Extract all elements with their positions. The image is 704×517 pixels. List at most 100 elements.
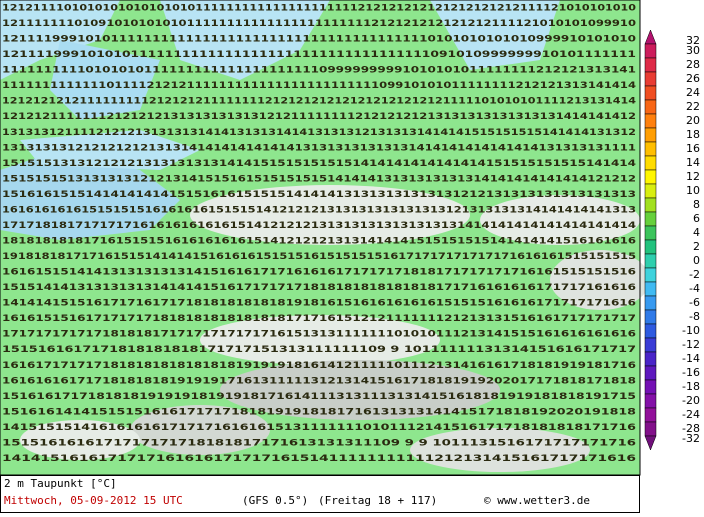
legend-label: 28 xyxy=(686,58,700,71)
legend-swatch xyxy=(644,239,657,255)
legend-swatch xyxy=(644,43,657,59)
value-row: 1516161717181818191919181919181716141113… xyxy=(2,392,637,402)
legend-label: -28 xyxy=(682,422,700,435)
legend-swatch xyxy=(644,183,657,199)
value-row: 1616161616151515151616161615151514121212… xyxy=(2,205,636,215)
legend-swatch xyxy=(644,421,657,437)
value-row: 1212111101010101010101010111111111111111… xyxy=(2,4,636,14)
value-row: 1212121111111212121213131313131312121111… xyxy=(2,112,636,122)
legend-swatch xyxy=(644,71,657,87)
legend-swatch xyxy=(644,225,657,241)
legend-swatch xyxy=(644,435,657,451)
legend-swatch xyxy=(644,155,657,171)
legend-swatch xyxy=(644,267,657,283)
legend-swatch xyxy=(644,393,657,409)
legend-label: -32 xyxy=(682,432,700,445)
legend-label: 10 xyxy=(686,184,700,197)
legend-swatch xyxy=(644,309,657,325)
value-row: 1211119991010111111111111111111111111111… xyxy=(2,35,637,45)
legend-label: -6 xyxy=(689,296,700,309)
model-label: (GFS 0.5°) xyxy=(242,494,308,507)
legend-label: -24 xyxy=(682,408,700,421)
value-row: 1516161414151515161617171718181919181817… xyxy=(2,407,637,417)
value-row: 1414141515161717161717181818181818191816… xyxy=(2,299,637,309)
copyright: © www.wetter3.de xyxy=(484,494,590,507)
legend-swatch xyxy=(644,85,657,101)
legend-swatch xyxy=(644,99,657,115)
legend-swatch xyxy=(644,197,657,213)
value-row: 1515161616171717171718181817171613131311… xyxy=(2,438,637,448)
value-row: 1918181817171615151414141516161615151516… xyxy=(2,252,637,262)
value-row: 1515151313121212131313131314141515151515… xyxy=(2,159,637,169)
legend-swatch xyxy=(644,113,657,129)
legend-swatch xyxy=(644,281,657,297)
value-row: 1515161617171818181818171717151313111111… xyxy=(2,345,636,355)
legend-swatch xyxy=(644,351,657,367)
value-row: 1616171717171818181818181818191919181614… xyxy=(2,361,637,371)
legend-label: 20 xyxy=(686,114,700,127)
legend-label: 4 xyxy=(693,226,700,239)
legend-label: -16 xyxy=(682,366,700,379)
value-row: 1111111111010101011111111111111111111109… xyxy=(2,66,637,76)
legend-label: 30 xyxy=(686,44,700,57)
legend-swatch xyxy=(644,127,657,143)
legend-label: 22 xyxy=(686,100,700,113)
legend-label: 18 xyxy=(686,128,700,141)
value-row: 1414151616171717161616171717161514111111… xyxy=(2,454,637,464)
map-title: 2 m Taupunkt [°C] xyxy=(4,477,117,490)
legend-swatch xyxy=(644,141,657,157)
map-background xyxy=(0,0,650,476)
value-row: 1717181817171717161616161616151412121213… xyxy=(2,221,637,231)
legend-swatch xyxy=(644,169,657,185)
color-legend: 32302826242220181614121086420-2-4-6-8-10… xyxy=(644,29,700,451)
legend-label: 2 xyxy=(693,240,700,253)
legend-label: 26 xyxy=(686,72,700,85)
legend-label: -12 xyxy=(682,338,700,351)
legend-label: -2 xyxy=(689,268,700,281)
value-row: 1616151516171717171818181818181818171716… xyxy=(2,314,636,324)
legend-swatch xyxy=(644,211,657,227)
value-row: 1415151514161616161717171616161513111111… xyxy=(2,423,637,433)
value-row: 1212121212111111111212121211111111212121… xyxy=(2,97,636,107)
legend-label: 6 xyxy=(693,212,700,225)
legend-label: 14 xyxy=(686,156,700,169)
legend-swatch xyxy=(644,407,657,423)
value-grid: 1212111101010101010101010111111111111111… xyxy=(2,4,637,464)
valid-date: Mittwoch, 05-09-2012 15 UTC xyxy=(4,494,183,507)
legend-label: 8 xyxy=(693,198,700,211)
value-row: 1515151513131313121213141515161515151515… xyxy=(2,174,636,184)
legend-label: -8 xyxy=(689,310,700,323)
value-row: 1515141413131313131414141516171717171818… xyxy=(2,283,637,293)
legend-swatch xyxy=(644,365,657,381)
footer: 2 m Taupunkt [°C] Mittwoch, 05-09-2012 1… xyxy=(0,475,640,513)
legend-label: -18 xyxy=(682,380,700,393)
legend-label: 0 xyxy=(693,254,700,267)
value-row: 1616151514141313131313141516161717161616… xyxy=(2,268,637,278)
legend-label: 24 xyxy=(686,86,700,99)
value-row: 1111111111111011112121211111111111111111… xyxy=(2,81,637,91)
legend-swatch xyxy=(644,379,657,395)
legend-swatch xyxy=(644,253,657,269)
value-row: 1516161515141414141415151616151515141414… xyxy=(2,190,636,200)
legend-swatch xyxy=(644,29,657,45)
value-row: 1717171717171818181717171717171716151313… xyxy=(2,330,637,340)
legend-label: -20 xyxy=(682,394,700,407)
value-row: 1616161617171818181819191917161311111312… xyxy=(2,376,637,386)
legend-label: -4 xyxy=(689,282,700,295)
value-row: 1211111110109101010101011111111111111111… xyxy=(2,19,637,29)
value-row: 1211119991010101111111111111111111111111… xyxy=(2,50,637,60)
legend-label: 32 xyxy=(686,34,700,47)
legend-swatch xyxy=(644,323,657,339)
legend-label: 12 xyxy=(686,170,700,183)
legend-label: -14 xyxy=(682,352,700,365)
value-row: 1313131312121212121313141414141414141313… xyxy=(2,143,637,153)
value-row: 1818181818171615151516161616161514121212… xyxy=(2,237,637,247)
legend-swatch xyxy=(644,295,657,311)
legend-label: -10 xyxy=(682,324,700,337)
legend-swatch xyxy=(644,57,657,73)
value-row: 1313131211112121213131313141413131314141… xyxy=(2,128,636,138)
legend-label: 16 xyxy=(686,142,700,155)
legend-swatch xyxy=(644,337,657,353)
run-label: (Freitag 18 + 117) xyxy=(318,494,437,507)
